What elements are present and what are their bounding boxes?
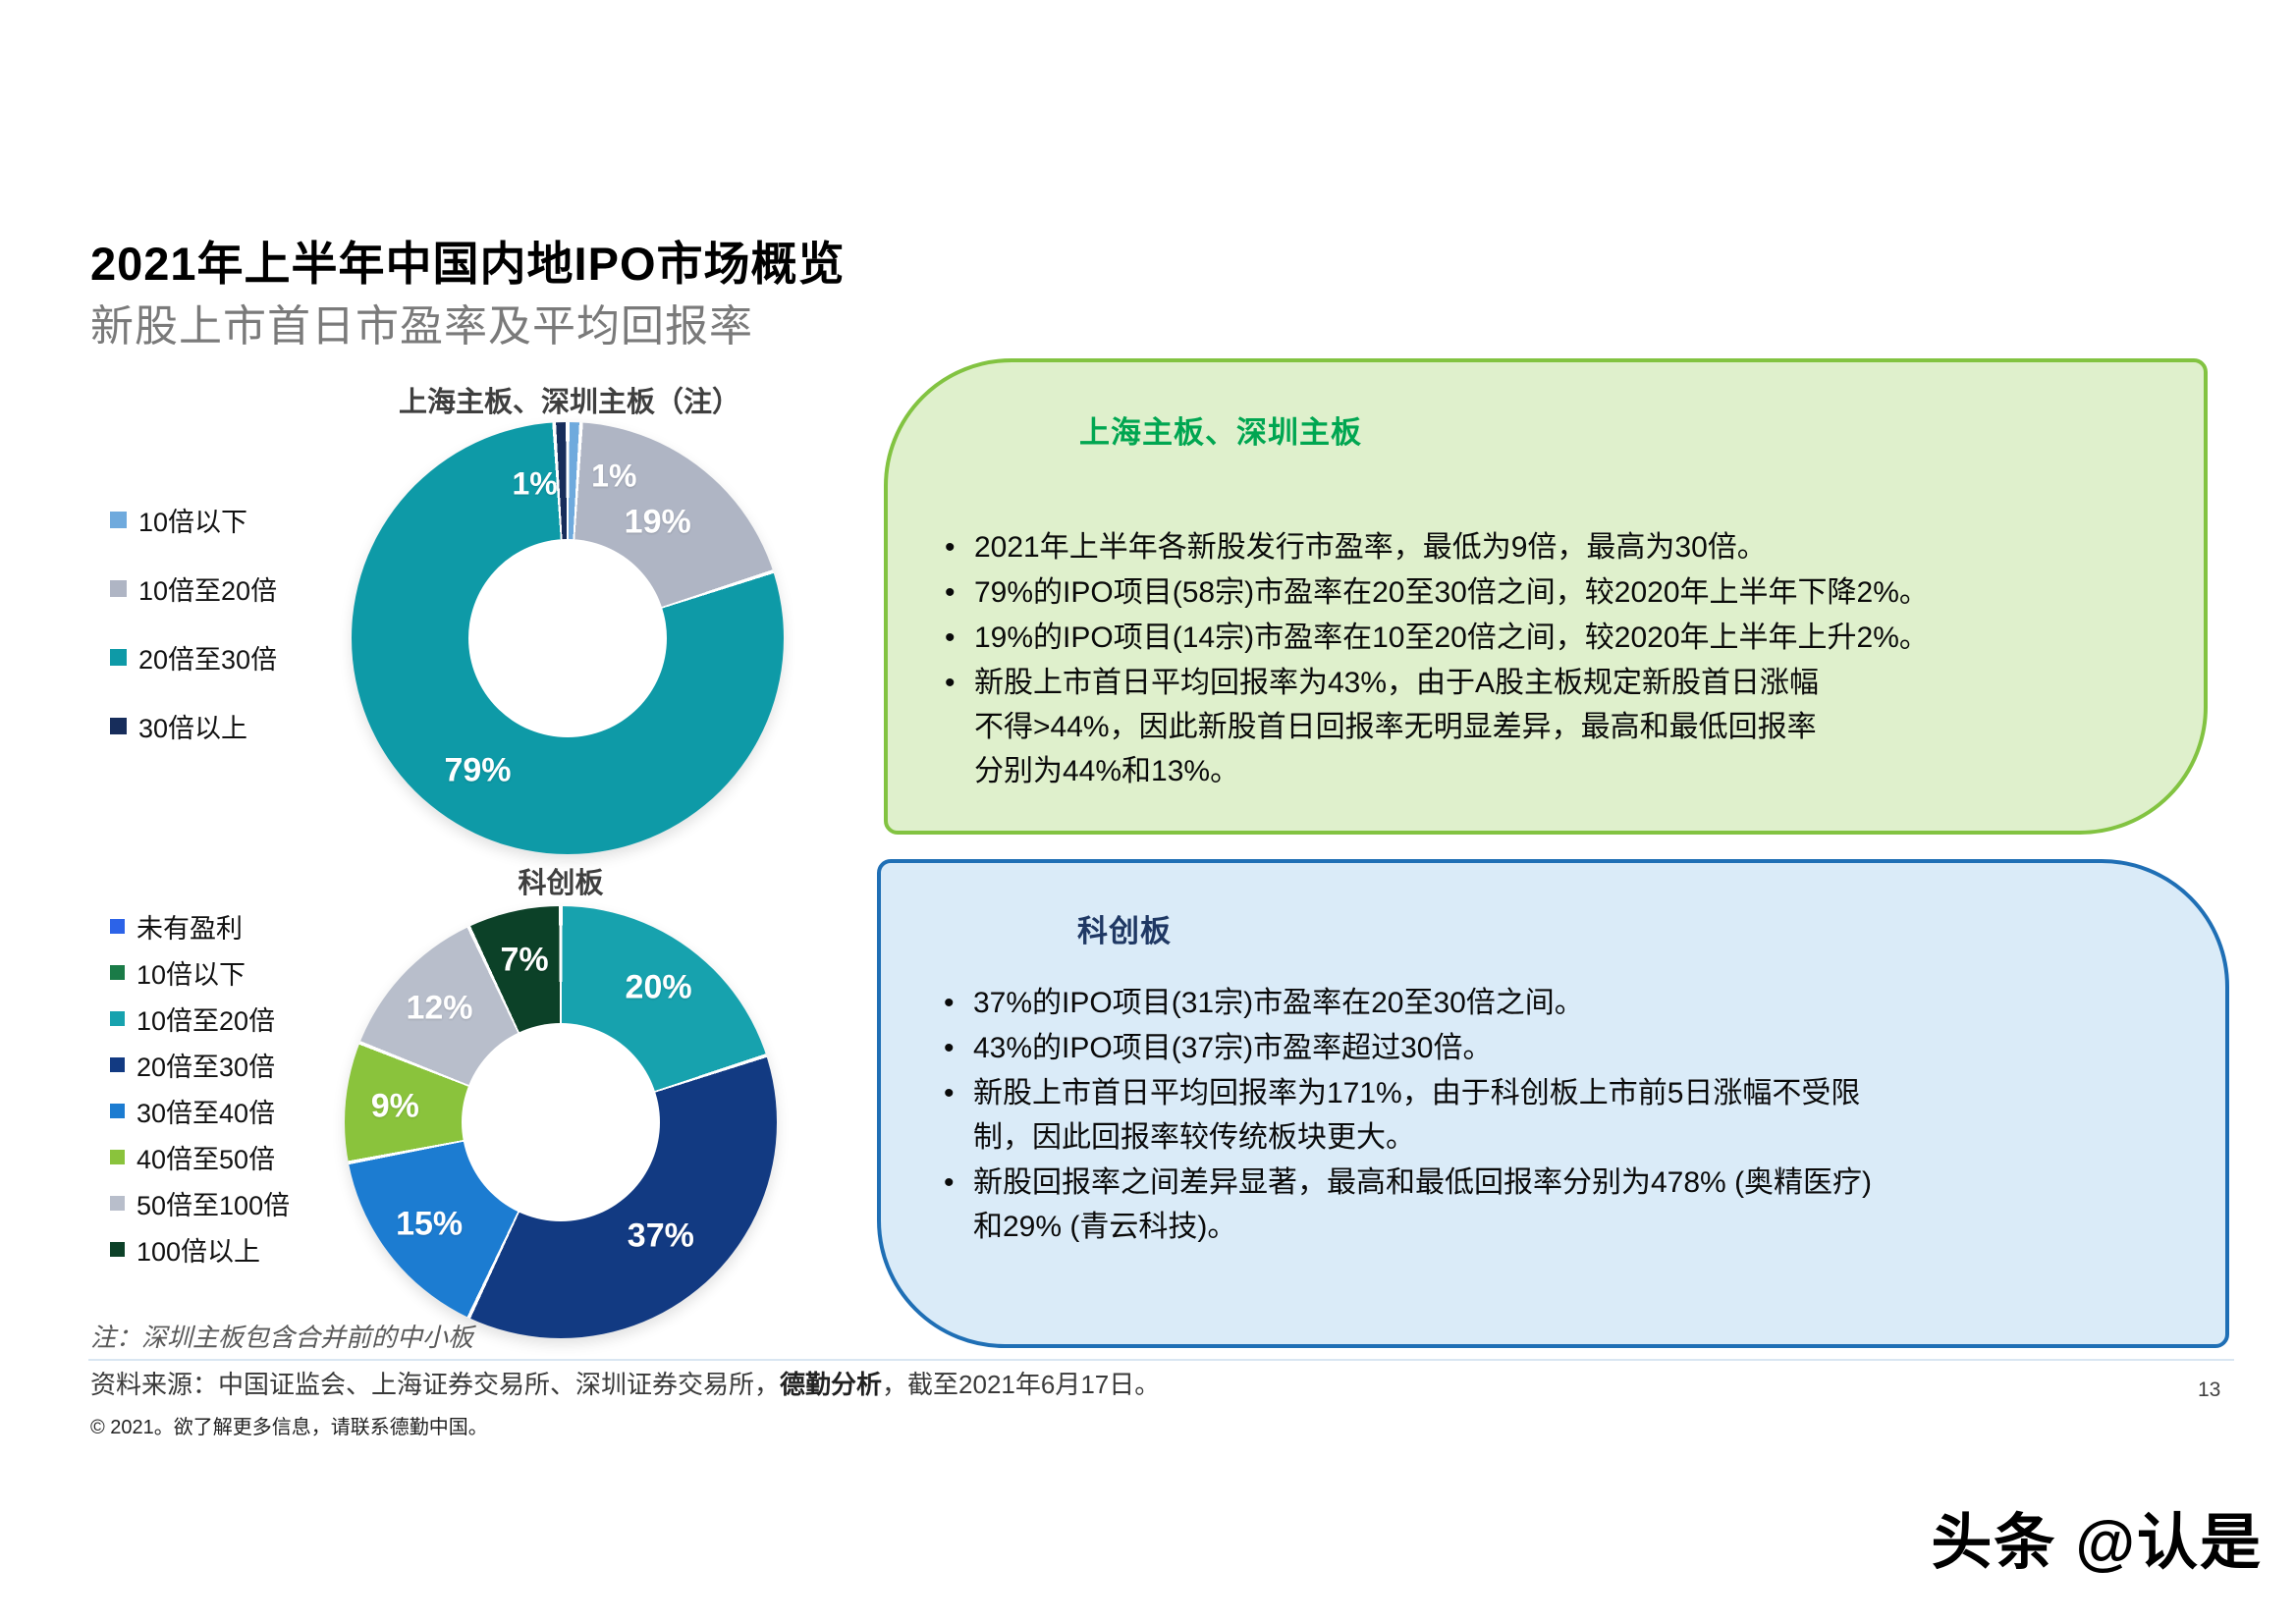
legend-label: 未有盈利 bbox=[137, 914, 243, 944]
footer-divider bbox=[88, 1359, 2234, 1361]
legend-color-chip bbox=[110, 1104, 125, 1118]
bullet-item: 79%的IPO项目(58宗)市盈率在20至30倍之间，较2020年上半年下降2%… bbox=[939, 570, 2178, 615]
bullet-item: 新股上市首日平均回报率为43%，由于A股主板规定新股首日涨幅 不得>44%，因此… bbox=[939, 661, 2178, 793]
legend-item: 10倍以下 bbox=[110, 504, 277, 537]
source-suffix: ，截至2021年6月17日。 bbox=[882, 1370, 1161, 1399]
source-line: 资料来源：中国证监会、上海证券交易所、深圳证券交易所，德勤分析，截至2021年6… bbox=[90, 1365, 1160, 1401]
legend-label: 50倍至100倍 bbox=[137, 1191, 291, 1220]
legend-label: 30倍至40倍 bbox=[137, 1099, 276, 1128]
callout-star-market: 科创板 37%的IPO项目(31宗)市盈率在20至30倍之间。43%的IPO项目… bbox=[877, 859, 2229, 1348]
source-prefix: 资料来源：中国证监会、上海证券交易所、深圳证券交易所， bbox=[90, 1370, 781, 1399]
legend-color-chip bbox=[110, 1196, 125, 1211]
legend-color-chip bbox=[110, 579, 127, 597]
legend-item: 10倍至20倍 bbox=[110, 1003, 290, 1036]
legend-item: 20倍至30倍 bbox=[110, 641, 278, 675]
donut-label: 12% bbox=[406, 989, 473, 1027]
legend-label: 40倍至50倍 bbox=[137, 1145, 276, 1174]
legend-item: 100倍以上 bbox=[110, 1234, 290, 1267]
donut-label: 20% bbox=[625, 968, 692, 1006]
footnote: 注：深圳主板包含合并前的中小板 bbox=[90, 1323, 474, 1352]
legend-label: 20倍至30倍 bbox=[138, 644, 278, 675]
callout-main-boards: 上海主板、深圳主板 2021年上半年各新股发行市盈率，最低为9倍，最高为30倍。… bbox=[884, 358, 2208, 835]
legend-label: 100倍以上 bbox=[137, 1237, 261, 1267]
legend-item: 30倍至40倍 bbox=[110, 1096, 290, 1128]
donut-label: 9% bbox=[370, 1087, 419, 1125]
bullet-item: 43%的IPO项目(37宗)市盈率超过30倍。 bbox=[938, 1026, 2177, 1070]
bullet-item: 新股上市首日平均回报率为171%，由于科创板上市前5日涨幅不受限 制，因此回报率… bbox=[938, 1071, 2177, 1160]
legend-color-chip bbox=[110, 965, 125, 980]
legend-label: 10倍至20倍 bbox=[138, 575, 278, 606]
donut-chart-star-market: 20% 37% 15% 9% 12% 7% bbox=[345, 906, 777, 1338]
donut-label: 7% bbox=[500, 941, 549, 979]
callout-main-boards-title: 上海主板、深圳主板 bbox=[1079, 415, 1362, 450]
chart-title-star-market: 科创板 bbox=[518, 868, 604, 899]
bullet-item: 37%的IPO项目(31宗)市盈率在20至30倍之间。 bbox=[938, 981, 2177, 1025]
legend-item: 30倍以上 bbox=[110, 710, 277, 743]
page-subtitle: 新股上市首日市盈率及平均回报率 bbox=[90, 302, 753, 351]
legend-star-market: 未有盈利 10倍以下 10倍至20倍 20倍至30倍 30倍至40倍 40倍至50倍 50倍… bbox=[110, 911, 290, 1267]
chart-title-main-boards: 上海主板、深圳主板（注） bbox=[398, 387, 740, 418]
legend-color-chip bbox=[110, 1242, 125, 1257]
donut-label: 19% bbox=[624, 503, 691, 541]
bullet-item: 新股回报率之间差异显著，最高和最低回报率分别为478% (奥精医疗) 和29% … bbox=[938, 1161, 2177, 1249]
donut-label: 15% bbox=[396, 1205, 464, 1243]
page-title: 2021年上半年中国内地IPO市场概览 bbox=[90, 238, 846, 290]
source-bold: 德勤分析 bbox=[780, 1370, 883, 1399]
callout-main-boards-bullets: 2021年上半年各新股发行市盈率，最低为9倍，最高为30倍。79%的IPO项目(… bbox=[939, 525, 2178, 794]
callout-star-market-title: 科创板 bbox=[1077, 914, 1172, 948]
legend-label: 10倍至20倍 bbox=[137, 1006, 276, 1036]
legend-item: 50倍至100倍 bbox=[110, 1188, 290, 1220]
watermark: 头条 @认是 bbox=[1931, 1509, 2263, 1577]
legend-item: 未有盈利 bbox=[110, 911, 290, 944]
donut-label: 1% bbox=[512, 465, 558, 502]
legend-item: 40倍至50倍 bbox=[110, 1142, 290, 1174]
legend-main-boards: 10倍以下 10倍至20倍 20倍至30倍 30倍以上 bbox=[110, 504, 278, 743]
legend-label: 20倍至30倍 bbox=[137, 1053, 276, 1082]
donut-label: 1% bbox=[591, 458, 637, 494]
legend-color-chip bbox=[110, 1150, 125, 1164]
legend-color-chip bbox=[110, 1011, 125, 1026]
callout-star-market-bullets: 37%的IPO项目(31宗)市盈率在20至30倍之间。43%的IPO项目(37宗… bbox=[938, 981, 2177, 1250]
copyright-line: © 2021。欲了解更多信息，请联系德勤中国。 bbox=[90, 1417, 488, 1438]
legend-color-chip bbox=[110, 1057, 125, 1072]
bullet-item: 19%的IPO项目(14宗)市盈率在10至20倍之间，较2020年上半年上升2%… bbox=[939, 616, 2178, 660]
legend-color-chip bbox=[110, 511, 127, 528]
donut-label: 79% bbox=[444, 751, 512, 789]
bullet-item: 2021年上半年各新股发行市盈率，最低为9倍，最高为30倍。 bbox=[939, 525, 2178, 569]
donut-chart-main-boards: 1% 19% 79% 1% bbox=[352, 422, 784, 854]
legend-label: 30倍以上 bbox=[138, 713, 248, 743]
legend-item: 20倍至30倍 bbox=[110, 1050, 290, 1082]
legend-color-chip bbox=[110, 919, 125, 934]
legend-item: 10倍至20倍 bbox=[110, 572, 277, 606]
legend-color-chip bbox=[110, 648, 127, 666]
donut-label: 37% bbox=[627, 1216, 694, 1255]
legend-color-chip bbox=[110, 717, 127, 734]
legend-label: 10倍以下 bbox=[138, 507, 248, 537]
page-number: 13 bbox=[2198, 1379, 2221, 1401]
legend-item: 10倍以下 bbox=[110, 957, 290, 990]
legend-label: 10倍以下 bbox=[137, 960, 246, 990]
